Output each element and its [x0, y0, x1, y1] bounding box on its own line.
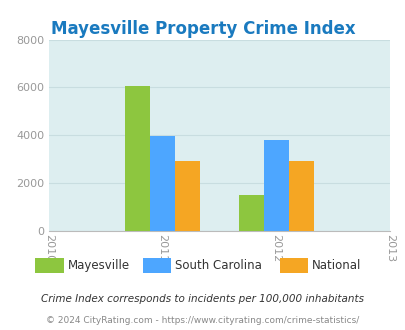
Bar: [238, 195, 263, 231]
Text: Crime Index corresponds to incidents per 100,000 inhabitants: Crime Index corresponds to incidents per…: [41, 294, 364, 304]
Text: National: National: [311, 259, 361, 272]
Bar: [288, 161, 313, 231]
Bar: [125, 86, 149, 231]
Bar: [149, 137, 175, 231]
Text: Mayesville: Mayesville: [68, 259, 130, 272]
Text: Mayesville Property Crime Index: Mayesville Property Crime Index: [51, 20, 354, 38]
Bar: [263, 140, 288, 231]
Bar: [175, 161, 199, 231]
Text: South Carolina: South Carolina: [175, 259, 262, 272]
Text: © 2024 CityRating.com - https://www.cityrating.com/crime-statistics/: © 2024 CityRating.com - https://www.city…: [46, 316, 359, 325]
